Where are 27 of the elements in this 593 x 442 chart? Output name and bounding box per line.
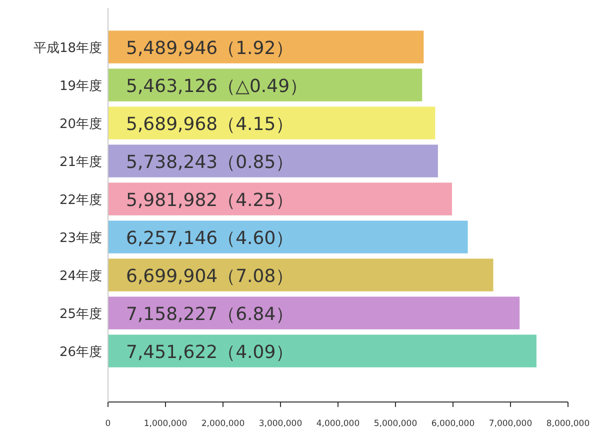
data-label: 5,489,946（1.92）	[126, 38, 294, 59]
data-label: 6,699,904（7.08）	[126, 266, 294, 287]
x-tick-label: 0	[105, 419, 111, 429]
y-tick-label: 20年度	[59, 116, 102, 132]
data-label: 7,158,227（6.84）	[126, 304, 294, 325]
y-tick-label: 19年度	[59, 78, 102, 94]
y-tick-label: 22年度	[59, 192, 102, 208]
data-label: 5,738,243（0.85）	[126, 152, 294, 173]
data-label: 7,451,622（4.09）	[126, 342, 294, 363]
data-label: 5,689,968（4.15）	[126, 114, 294, 135]
y-tick-label: 24年度	[59, 268, 102, 284]
y-tick-label: 23年度	[59, 230, 102, 246]
x-tick-label: 6,000,000	[431, 419, 475, 429]
x-tick-label: 1,000,000	[144, 419, 188, 429]
data-label: 6,257,146（4.60）	[126, 228, 294, 249]
x-tick-label: 5,000,000	[374, 419, 418, 429]
x-tick-label: 4,000,000	[316, 419, 360, 429]
data-label: 5,981,982（4.25）	[126, 190, 294, 211]
x-tick-label: 3,000,000	[258, 419, 302, 429]
x-tick-label: 7,000,000	[488, 419, 532, 429]
y-tick-label: 平成18年度	[33, 40, 102, 56]
y-tick-label: 21年度	[59, 154, 102, 170]
data-label: 5,463,126（△0.49）	[126, 76, 308, 97]
x-tick-label: 8,000,000	[546, 419, 590, 429]
y-tick-label: 25年度	[59, 306, 102, 322]
x-tick-label: 2,000,000	[201, 419, 245, 429]
y-tick-label: 26年度	[59, 344, 102, 360]
